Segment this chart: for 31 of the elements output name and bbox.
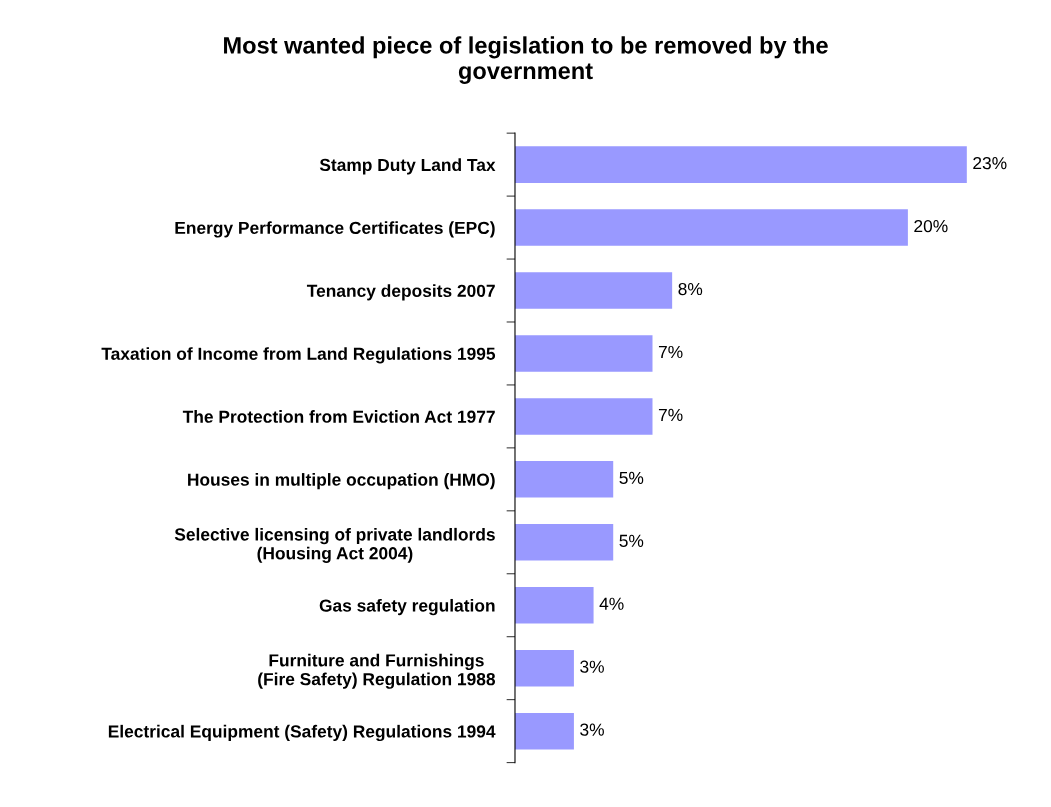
data-label: 20% [914,219,948,233]
y-tick-label: Stamp Duty Land Tax [319,158,496,175]
y-tick-label: Houses in multiple occupation (HMO) [188,473,495,490]
y-tick-label: Taxation of Income from Land Regulations 1995 [101,347,496,364]
y-tick-label: Energy Performance Certificates (EPC) [175,221,495,238]
data-label: 4% [599,597,624,610]
y-tick-label: Gas safety regulation [319,598,495,616]
bar [514,398,653,435]
bar [514,209,908,246]
bar [514,461,614,498]
bar [514,649,574,687]
bar [514,272,673,309]
data-label: 3% [580,723,604,736]
data-label: 8% [678,282,703,296]
bar [514,524,614,561]
bar [514,146,967,183]
data-label: 7% [658,408,683,421]
data-label: 23% [973,156,1007,170]
data-label: 7% [658,345,683,359]
data-label: 3% [580,660,604,673]
y-tick-label: Electrical Equipment (Safety) Regulations 1994 [108,724,496,742]
data-label: 5% [619,534,644,547]
y-tick-label: The Protection from Eviction Act 1977 [182,410,495,423]
y-tick-label: Tenancy deposits 2007 [306,284,495,301]
bar [514,335,653,372]
y-tick-label: Furniture and Furnishings (Fire Safety) Regulation 1988 [258,653,496,689]
y-tick-label: Selective licensing of private landlords (Housing Act 2004) [174,527,495,563]
chart-title: Most wanted piece of legislation to be removed by the government [224,36,828,84]
bar [514,712,574,750]
data-label: 5% [619,471,644,485]
bar [514,587,594,624]
